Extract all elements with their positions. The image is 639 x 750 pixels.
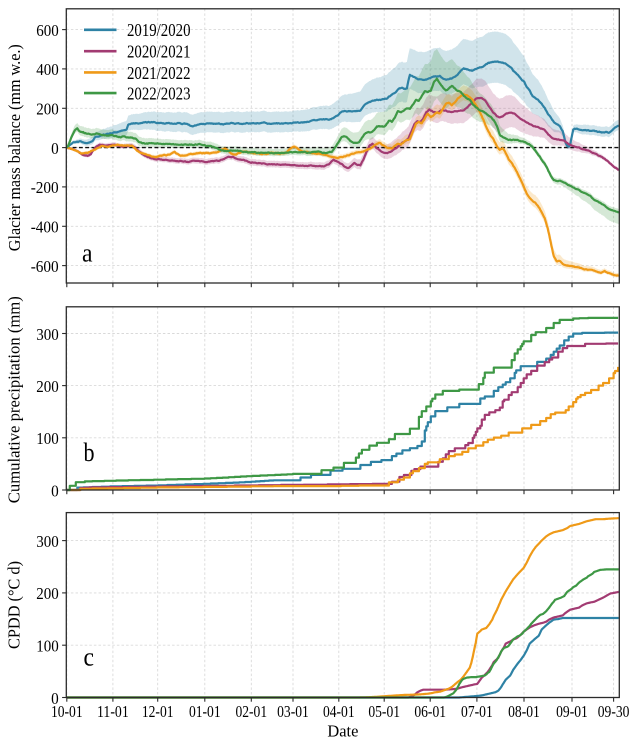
svg-text:b: b xyxy=(84,437,95,467)
svg-text:CPDD (°C d): CPDD (°C d) xyxy=(5,561,24,649)
svg-text:01-01: 01-01 xyxy=(189,702,221,721)
svg-text:2019/2020: 2019/2020 xyxy=(127,20,191,40)
svg-text:c: c xyxy=(84,642,95,672)
svg-text:300: 300 xyxy=(36,532,59,551)
svg-text:09-01: 09-01 xyxy=(556,702,588,721)
svg-text:0: 0 xyxy=(51,689,59,708)
svg-text:03-01: 03-01 xyxy=(277,702,309,721)
svg-text:12-01: 12-01 xyxy=(142,702,174,721)
svg-text:04-01: 04-01 xyxy=(323,702,355,721)
svg-text:a: a xyxy=(82,237,93,267)
svg-text:Date: Date xyxy=(327,722,358,741)
svg-text:0: 0 xyxy=(51,139,59,158)
svg-text:100: 100 xyxy=(36,637,59,656)
svg-text:-600: -600 xyxy=(31,257,59,276)
svg-text:2022/2023: 2022/2023 xyxy=(127,84,191,104)
svg-text:09-30: 09-30 xyxy=(598,702,630,721)
svg-text:05-01: 05-01 xyxy=(368,702,400,721)
svg-text:100: 100 xyxy=(36,429,59,448)
svg-text:2021/2022: 2021/2022 xyxy=(127,63,191,83)
svg-text:400: 400 xyxy=(36,60,59,79)
svg-text:11-01: 11-01 xyxy=(97,702,129,721)
svg-text:02-01: 02-01 xyxy=(235,702,267,721)
svg-text:0: 0 xyxy=(51,481,59,500)
svg-text:06-01: 06-01 xyxy=(414,702,446,721)
svg-text:300: 300 xyxy=(36,325,59,344)
svg-text:10-01: 10-01 xyxy=(51,702,83,721)
svg-text:08-01: 08-01 xyxy=(508,702,540,721)
svg-text:200: 200 xyxy=(36,100,59,119)
svg-text:600: 600 xyxy=(36,21,59,40)
svg-text:-200: -200 xyxy=(31,178,59,197)
svg-text:Glacier mass balance (mm w.e.): Glacier mass balance (mm w.e.) xyxy=(5,44,24,251)
svg-text:Cumulative precipitation (mm): Cumulative precipitation (mm) xyxy=(5,296,24,503)
svg-text:2020/2021: 2020/2021 xyxy=(127,42,191,62)
svg-text:07-01: 07-01 xyxy=(461,702,493,721)
svg-text:200: 200 xyxy=(36,584,59,603)
svg-text:-400: -400 xyxy=(31,218,59,237)
svg-text:200: 200 xyxy=(36,377,59,396)
